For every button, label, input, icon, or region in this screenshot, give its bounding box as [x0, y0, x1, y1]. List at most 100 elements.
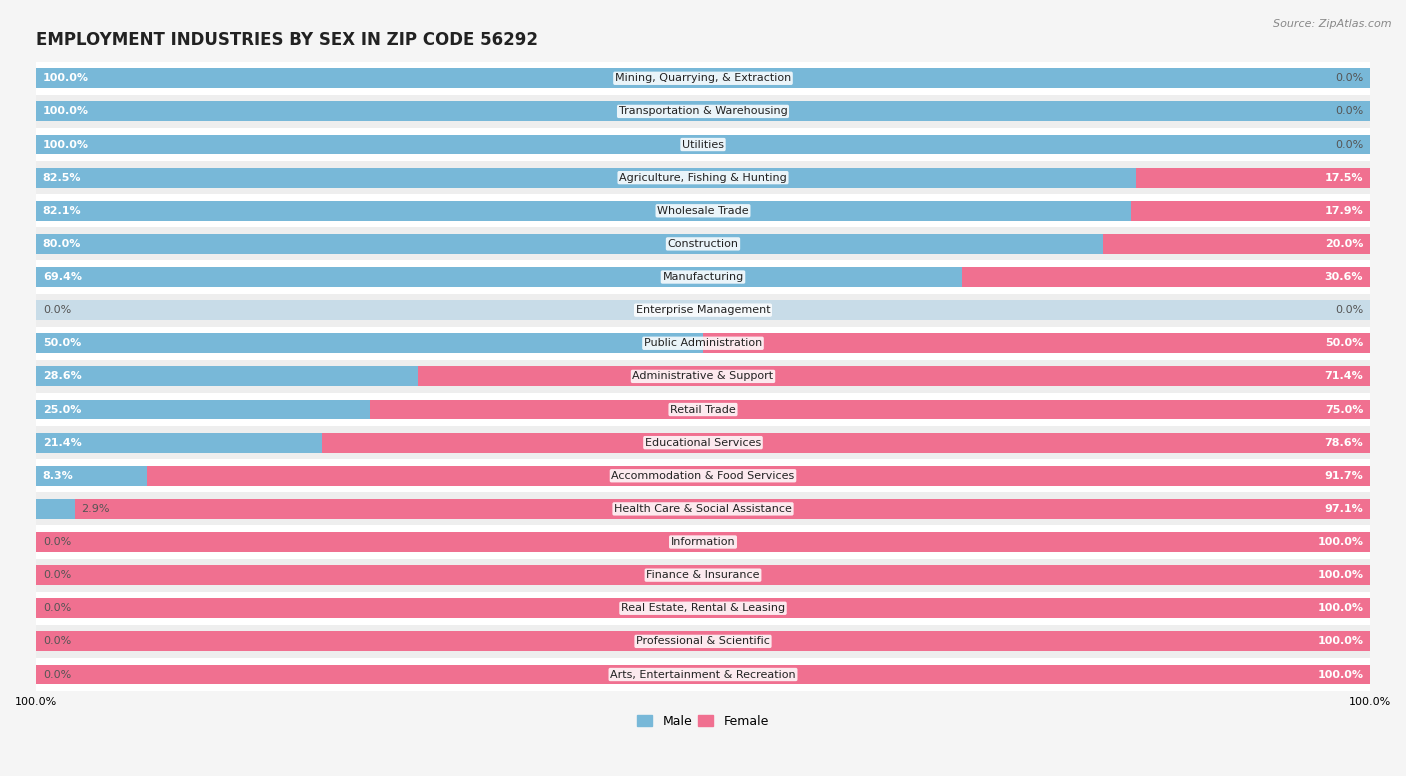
Bar: [37, 632, 1369, 651]
Bar: [370, 400, 1369, 420]
Bar: [37, 426, 1369, 459]
Text: Manufacturing: Manufacturing: [662, 272, 744, 282]
Text: 0.0%: 0.0%: [1334, 106, 1364, 116]
Bar: [1104, 234, 1369, 254]
Text: 100.0%: 100.0%: [42, 140, 89, 150]
Text: Wholesale Trade: Wholesale Trade: [657, 206, 749, 216]
Text: 20.0%: 20.0%: [1324, 239, 1364, 249]
Text: Professional & Scientific: Professional & Scientific: [636, 636, 770, 646]
Bar: [37, 261, 1369, 293]
Bar: [146, 466, 1369, 486]
Text: 0.0%: 0.0%: [42, 636, 72, 646]
Bar: [37, 532, 1369, 552]
Bar: [418, 366, 1369, 386]
Text: 100.0%: 100.0%: [1317, 670, 1364, 680]
Bar: [37, 664, 1369, 684]
Bar: [37, 400, 1369, 420]
Text: 50.0%: 50.0%: [42, 338, 82, 348]
Bar: [37, 565, 1369, 585]
Text: 0.0%: 0.0%: [42, 603, 72, 613]
Text: Transportation & Warehousing: Transportation & Warehousing: [619, 106, 787, 116]
Text: 0.0%: 0.0%: [42, 670, 72, 680]
Text: 75.0%: 75.0%: [1324, 404, 1364, 414]
Text: 80.0%: 80.0%: [42, 239, 82, 249]
Bar: [37, 565, 1369, 585]
Text: Arts, Entertainment & Recreation: Arts, Entertainment & Recreation: [610, 670, 796, 680]
Bar: [37, 161, 1369, 194]
Bar: [37, 632, 1369, 651]
Bar: [37, 102, 1369, 121]
Bar: [37, 664, 1369, 684]
Text: Accommodation & Food Services: Accommodation & Food Services: [612, 471, 794, 481]
Bar: [37, 559, 1369, 592]
Text: 17.9%: 17.9%: [1324, 206, 1364, 216]
Text: Enterprise Management: Enterprise Management: [636, 305, 770, 315]
Bar: [37, 68, 1369, 88]
Text: Construction: Construction: [668, 239, 738, 249]
Bar: [37, 492, 1369, 525]
Text: Educational Services: Educational Services: [645, 438, 761, 448]
Text: Source: ZipAtlas.com: Source: ZipAtlas.com: [1274, 19, 1392, 29]
Bar: [37, 433, 1369, 452]
Bar: [37, 459, 1369, 492]
Bar: [322, 433, 1369, 452]
Bar: [37, 62, 1369, 95]
Text: 82.1%: 82.1%: [42, 206, 82, 216]
Bar: [37, 201, 1132, 220]
Bar: [37, 128, 1369, 161]
Bar: [37, 327, 1369, 360]
Text: Information: Information: [671, 537, 735, 547]
Bar: [37, 592, 1369, 625]
Text: 78.6%: 78.6%: [1324, 438, 1364, 448]
Text: 0.0%: 0.0%: [42, 570, 72, 580]
Text: 50.0%: 50.0%: [1324, 338, 1364, 348]
Legend: Male, Female: Male, Female: [633, 709, 773, 733]
Text: 100.0%: 100.0%: [1317, 603, 1364, 613]
Bar: [703, 334, 1369, 353]
Text: 100.0%: 100.0%: [1317, 636, 1364, 646]
Bar: [962, 267, 1369, 287]
Text: 25.0%: 25.0%: [42, 404, 82, 414]
Text: Health Care & Social Assistance: Health Care & Social Assistance: [614, 504, 792, 514]
Text: 100.0%: 100.0%: [1317, 537, 1364, 547]
Bar: [37, 267, 962, 287]
Bar: [37, 433, 322, 452]
Bar: [37, 658, 1369, 691]
Bar: [37, 466, 1369, 486]
Text: 0.0%: 0.0%: [42, 537, 72, 547]
Text: EMPLOYMENT INDUSTRIES BY SEX IN ZIP CODE 56292: EMPLOYMENT INDUSTRIES BY SEX IN ZIP CODE…: [37, 30, 538, 49]
Bar: [37, 68, 1369, 88]
Bar: [1136, 168, 1369, 188]
Text: 100.0%: 100.0%: [42, 106, 89, 116]
Bar: [37, 334, 703, 353]
Text: 0.0%: 0.0%: [42, 305, 72, 315]
Text: 69.4%: 69.4%: [42, 272, 82, 282]
Bar: [37, 499, 1369, 519]
Text: 71.4%: 71.4%: [1324, 372, 1364, 381]
Text: 97.1%: 97.1%: [1324, 504, 1364, 514]
Text: 0.0%: 0.0%: [1334, 140, 1364, 150]
Text: Retail Trade: Retail Trade: [671, 404, 735, 414]
Text: 21.4%: 21.4%: [42, 438, 82, 448]
Bar: [1132, 201, 1369, 220]
Bar: [37, 366, 418, 386]
Text: 82.5%: 82.5%: [42, 172, 82, 182]
Bar: [37, 532, 1369, 552]
Text: 91.7%: 91.7%: [1324, 471, 1364, 481]
Text: Mining, Quarrying, & Extraction: Mining, Quarrying, & Extraction: [614, 73, 792, 83]
Bar: [37, 466, 146, 486]
Text: Real Estate, Rental & Leasing: Real Estate, Rental & Leasing: [621, 603, 785, 613]
Bar: [37, 234, 1104, 254]
Bar: [37, 334, 1369, 353]
Bar: [37, 366, 1369, 386]
Bar: [37, 134, 1369, 154]
Text: Public Administration: Public Administration: [644, 338, 762, 348]
Bar: [37, 95, 1369, 128]
Bar: [37, 393, 1369, 426]
Bar: [37, 525, 1369, 559]
Text: 28.6%: 28.6%: [42, 372, 82, 381]
Bar: [37, 102, 1369, 121]
Text: 2.9%: 2.9%: [82, 504, 110, 514]
Text: Agriculture, Fishing & Hunting: Agriculture, Fishing & Hunting: [619, 172, 787, 182]
Bar: [37, 293, 1369, 327]
